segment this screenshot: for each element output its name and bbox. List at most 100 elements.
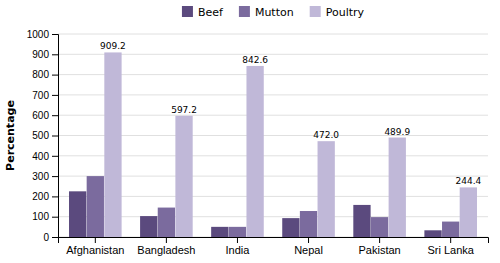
legend: Beef Mutton Poultry <box>182 6 365 19</box>
legend-label: Beef <box>198 6 224 19</box>
grid-line <box>58 34 488 35</box>
legend-swatch <box>182 6 193 17</box>
bar <box>175 116 192 237</box>
x-tick-mark <box>450 237 451 243</box>
y-tick: 400 <box>32 151 58 162</box>
bar <box>389 138 406 237</box>
bar <box>87 176 104 237</box>
x-tick-mark <box>237 237 238 243</box>
y-tick-label: 900 <box>32 49 49 60</box>
y-axis-title: Percentage <box>4 100 17 171</box>
y-tick: 800 <box>32 69 58 80</box>
x-tick-mark <box>95 237 96 243</box>
y-tick-mark <box>52 54 58 55</box>
legend-label: Poultry <box>326 6 365 19</box>
bars <box>69 52 477 237</box>
grid-line <box>58 155 488 156</box>
grid-line <box>58 74 488 75</box>
y-tick-label: 700 <box>32 90 49 101</box>
x-tick-label: India <box>226 244 251 256</box>
grid-line <box>58 115 488 116</box>
bar <box>353 205 370 237</box>
x-tick-label: Afghanistan <box>66 244 124 256</box>
bar <box>104 52 121 237</box>
y-tick-mark <box>52 176 58 177</box>
bar <box>460 187 477 237</box>
x-tick: Afghanistan <box>66 237 124 256</box>
legend-swatch <box>310 6 321 17</box>
bar <box>424 230 441 237</box>
data-label: 244.4 <box>455 176 481 186</box>
data-label: 472.0 <box>313 130 339 140</box>
x-tick: Nepal <box>294 237 323 256</box>
bar <box>246 66 263 237</box>
bar <box>282 218 299 237</box>
y-tick-mark <box>52 156 58 157</box>
x-tick-label: Bangladesh <box>137 244 195 256</box>
x-tick-mark <box>308 237 309 243</box>
legend-item: Beef <box>182 6 224 19</box>
data-label: 597.2 <box>171 105 197 115</box>
x-tick-label: Nepal <box>294 244 323 256</box>
plot: 0 100 200 300 400 500 600 700 800 900 1000 Afghanis… <box>27 29 489 256</box>
grid-line <box>58 176 488 177</box>
legend-swatch <box>239 6 250 17</box>
y-tick-label: 800 <box>32 69 49 80</box>
x-tick-label: Sri Lanka <box>427 244 474 256</box>
data-label: 842.6 <box>242 55 268 65</box>
data-label: 489.9 <box>384 127 410 137</box>
y-axis: 0 100 200 300 400 500 600 700 800 900 1000 <box>27 29 59 243</box>
y-axis-line <box>52 35 59 238</box>
grid <box>58 34 488 237</box>
legend-item: Mutton <box>239 6 294 19</box>
bar <box>211 227 228 237</box>
grid-line <box>58 94 488 95</box>
grid-line <box>58 216 488 217</box>
bar <box>442 222 459 237</box>
bar <box>300 211 317 237</box>
y-tick: 900 <box>32 49 58 60</box>
grid-line <box>58 54 488 55</box>
y-tick-mark <box>52 217 58 218</box>
x-axis-line <box>59 238 489 244</box>
data-label: 909.2 <box>100 41 126 51</box>
y-tick: 700 <box>32 90 58 101</box>
y-tick: 300 <box>32 171 58 182</box>
y-tick-mark <box>52 136 58 137</box>
legend-item: Poultry <box>310 6 365 19</box>
y-tick-label: 600 <box>32 110 49 121</box>
y-tick: 600 <box>32 110 58 121</box>
bar <box>69 191 86 237</box>
y-tick-mark <box>52 75 58 76</box>
bar <box>158 208 175 237</box>
bar <box>371 217 388 237</box>
y-tick-label: 1000 <box>27 29 50 40</box>
x-tick: India <box>226 237 251 256</box>
grid-line <box>58 196 488 197</box>
y-tick-label: 300 <box>32 171 49 182</box>
y-tick-label: 400 <box>32 151 49 162</box>
y-tick-mark <box>52 196 58 197</box>
x-tick: Sri Lanka <box>427 237 474 256</box>
y-tick-label: 200 <box>32 191 49 202</box>
y-tick-mark <box>52 115 58 116</box>
x-tick-label: Pakistan <box>359 244 401 256</box>
x-tick: Bangladesh <box>137 237 195 256</box>
y-tick-mark <box>52 34 58 35</box>
y-tick-label: 100 <box>32 211 49 222</box>
x-axis: Afghanistan Bangladesh India Nepal Pakistan S… <box>59 237 489 256</box>
legend-label: Mutton <box>255 6 294 19</box>
chart: 0 100 200 300 400 500 600 700 800 900 1000 Afghanis… <box>0 0 500 263</box>
y-tick: 0 <box>43 232 58 243</box>
bar <box>318 141 335 237</box>
y-tick-mark <box>52 95 58 96</box>
y-tick-label: 500 <box>32 130 49 141</box>
y-tick: 200 <box>32 191 58 202</box>
y-tick: 1000 <box>27 29 58 40</box>
x-tick-mark <box>379 237 380 243</box>
x-tick: Pakistan <box>359 237 401 256</box>
bar <box>229 227 246 237</box>
x-tick-mark <box>166 237 167 243</box>
y-tick: 500 <box>32 130 58 141</box>
data-labels: 909.2 597.2 842.6 472.0 489.9 244.4 <box>100 41 481 186</box>
